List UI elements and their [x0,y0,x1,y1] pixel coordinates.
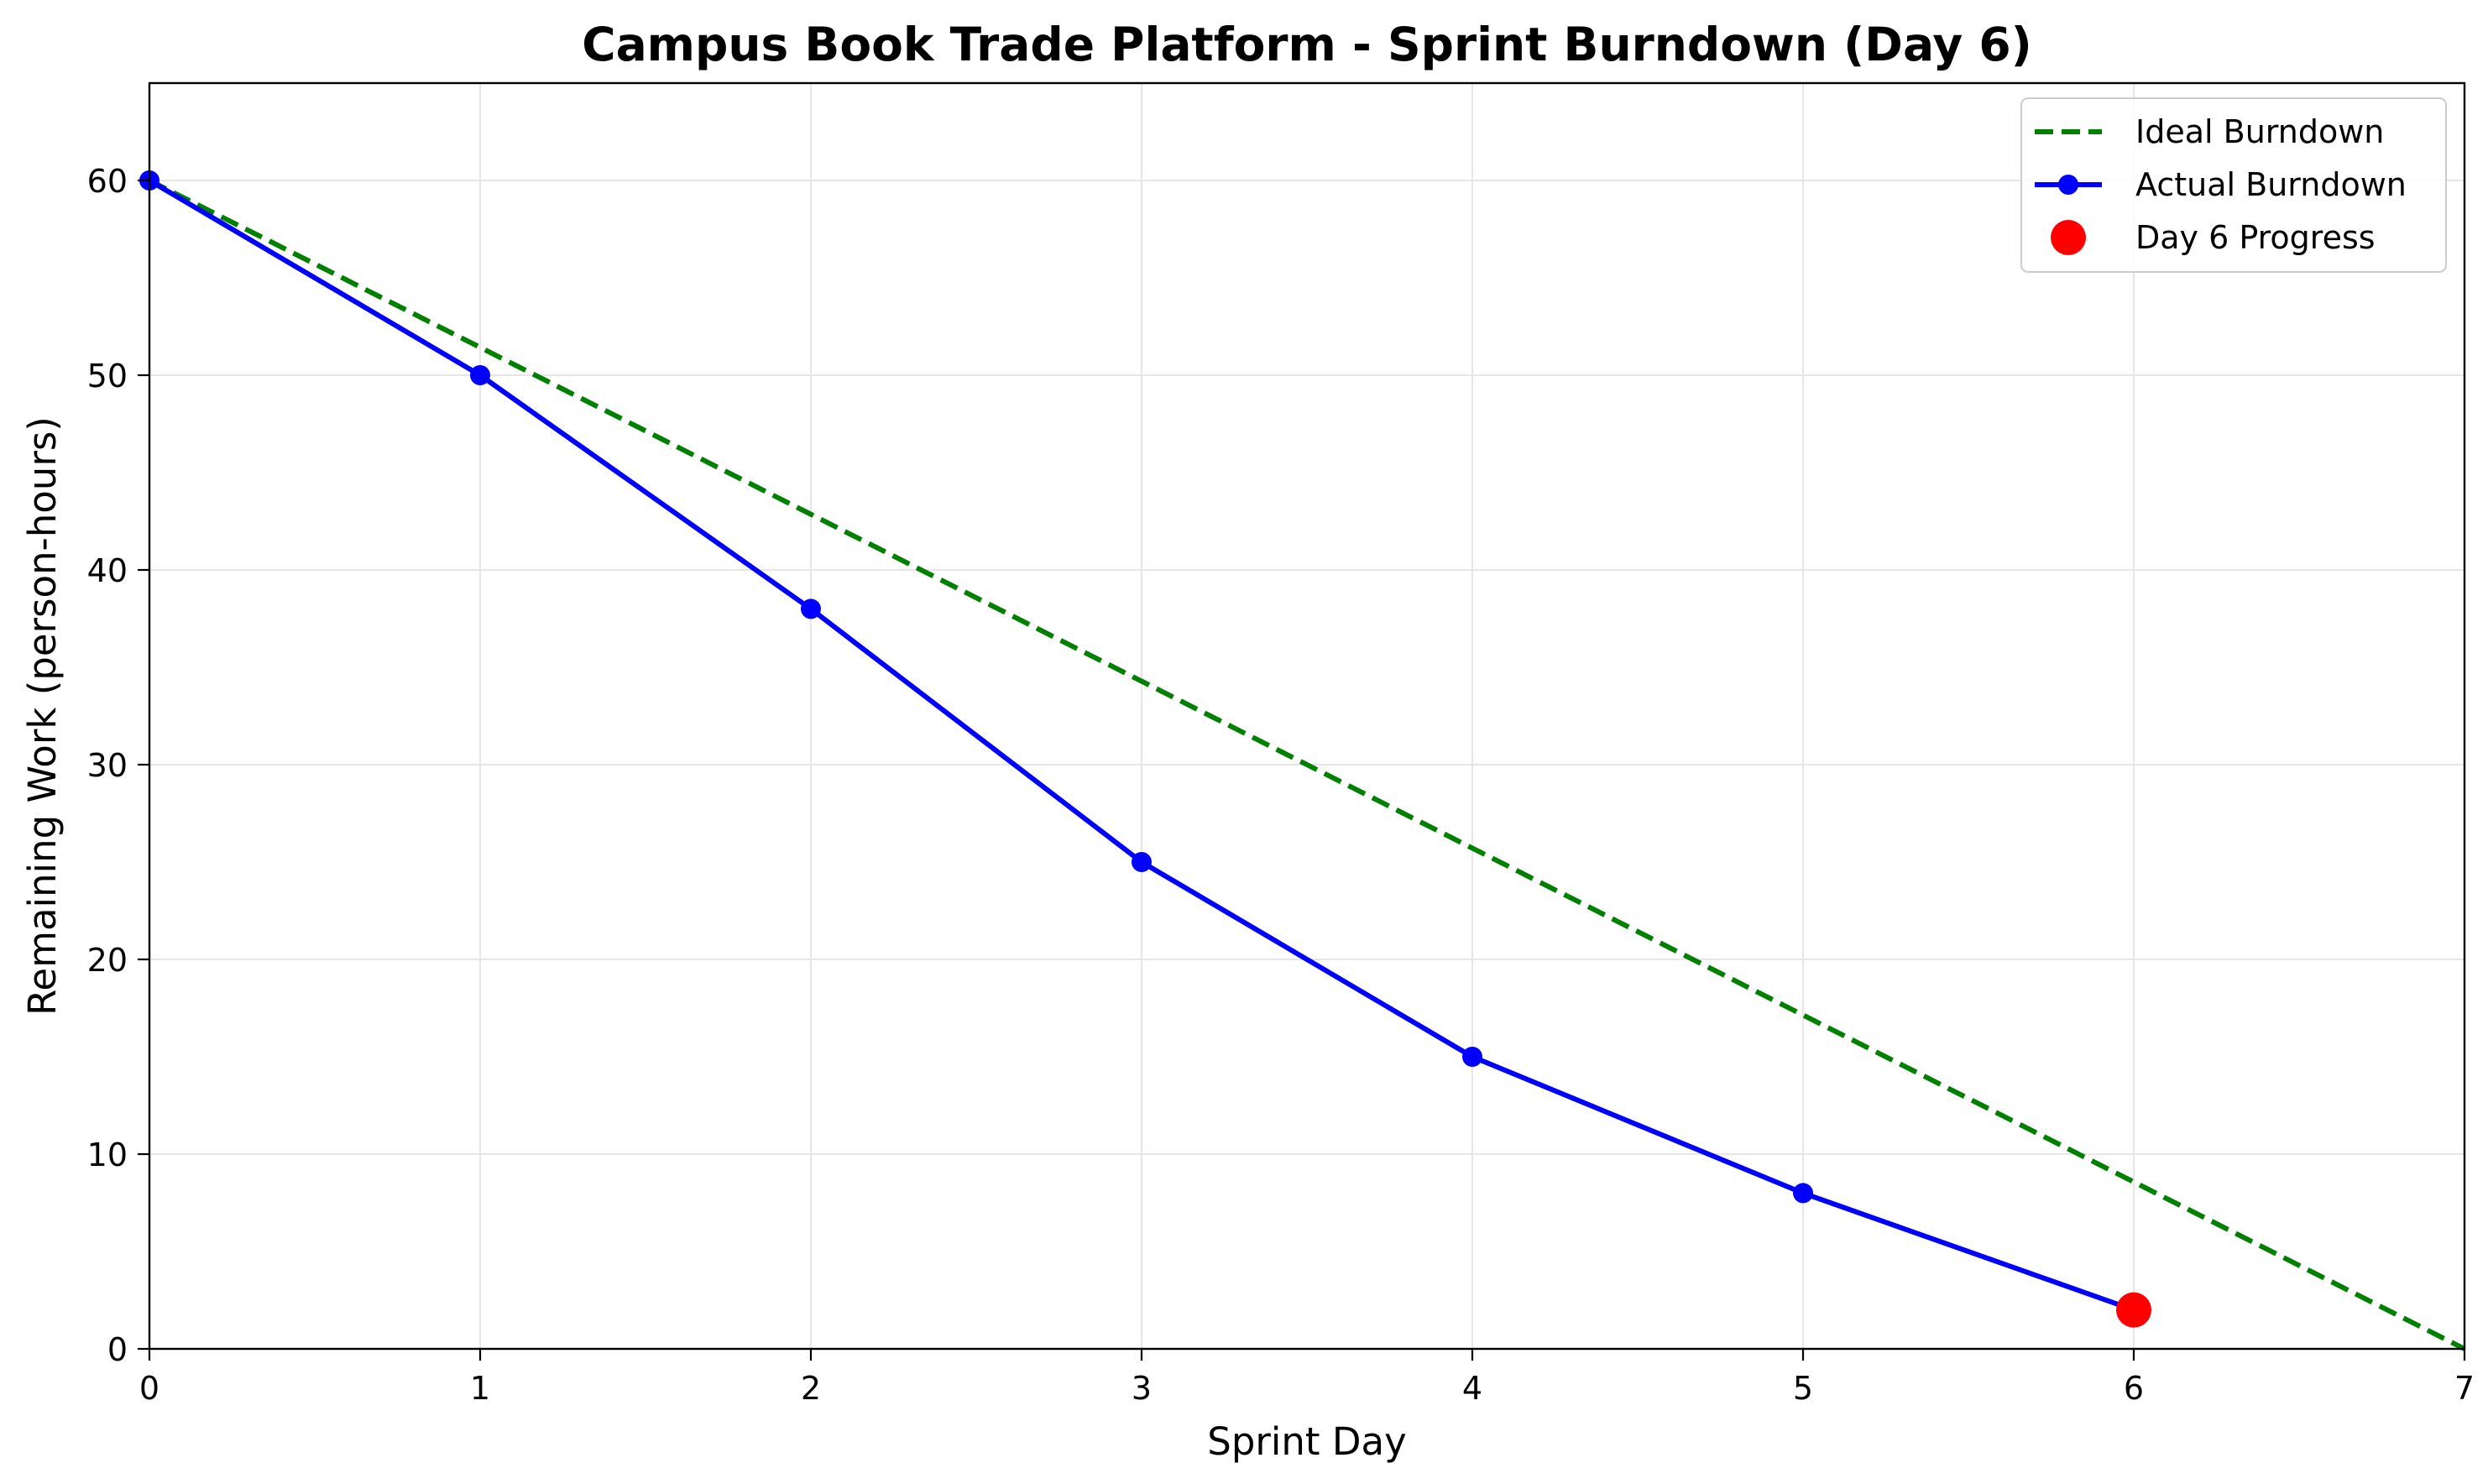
y-tick-label: 0 [107,1331,128,1368]
x-tick-label: 2 [801,1370,821,1407]
x-tick-label: 4 [1462,1370,1482,1407]
y-tick-label: 60 [87,163,128,200]
x-axis-label: Sprint Day [1207,1419,1406,1464]
x-tick-label: 7 [2454,1370,2475,1407]
legend-handle-actual-marker [2058,175,2078,195]
actual-burndown-point [470,365,490,385]
y-tick-label: 40 [87,552,128,589]
actual-burndown-point [1132,852,1152,872]
y-axis-label: Remaining Work (person-hours) [20,416,65,1016]
plot-frame [148,81,2466,1351]
legend-label: Actual Burndown [2135,166,2407,203]
legend: Ideal Burndown Actual Burndown Day 6 Progr… [2020,97,2447,273]
x-tick-label: 6 [2124,1370,2144,1407]
y-tick-label: 50 [87,358,128,395]
y-tick-label: 10 [87,1137,128,1173]
chart-title: Campus Book Trade Platform - Sprint Burn… [582,18,2032,71]
actual-burndown-point [1462,1047,1482,1067]
legend-label: Ideal Burndown [2135,113,2384,150]
x-tick-label: 0 [139,1370,159,1407]
legend-handle-day6 [2051,220,2086,255]
day6-progress-point [2116,1292,2151,1328]
actual-burndown-point [801,598,821,619]
x-tick-label: 1 [470,1370,490,1407]
ideal-burndown-line [148,178,2466,1351]
x-tick-label: 3 [1132,1370,1152,1407]
legend-box [2020,97,2447,273]
actual-burndown-point [1793,1183,1813,1204]
plot-series [139,170,2466,1351]
y-tick-label: 30 [87,747,128,784]
y-tick-label: 20 [87,942,128,979]
axes: 0 1 2 3 4 5 6 7 0 10 20 30 40 50 60 [87,163,2475,1407]
x-tick-label: 5 [1793,1370,1813,1407]
legend-label: Day 6 Progress [2135,219,2376,256]
